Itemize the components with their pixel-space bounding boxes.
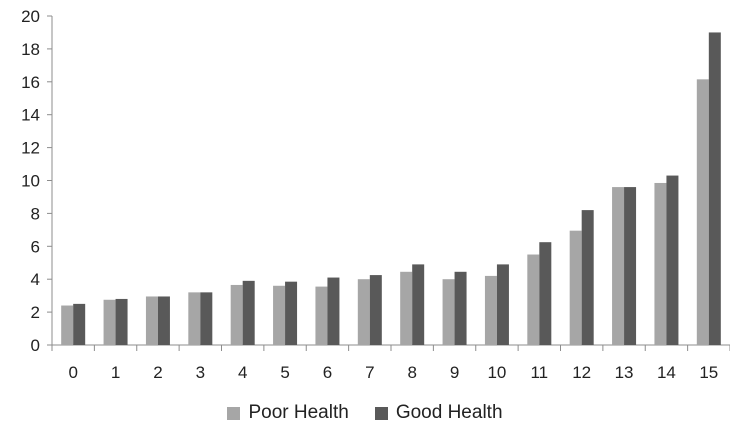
x-tick-label: 6	[323, 363, 332, 382]
y-tick-label: 14	[21, 106, 40, 125]
bar-poor-health	[400, 271, 413, 345]
y-axis: 0 2 4 6 8 10 12 14 16 18 20	[21, 7, 53, 355]
x-tick-label: 7	[365, 363, 374, 382]
bar-good-health	[666, 175, 679, 345]
bar-good-health	[242, 280, 255, 345]
bar-poor-health	[442, 279, 455, 345]
legend-swatch-good-health	[374, 406, 388, 420]
x-tick-label: 14	[657, 363, 676, 382]
y-tick-label: 6	[31, 237, 40, 256]
x-tick-label: 0	[68, 363, 77, 382]
bar-good-health	[454, 271, 467, 345]
bar-good-health	[412, 264, 425, 345]
bar-good-health	[539, 242, 552, 345]
x-tick-label: 5	[280, 363, 289, 382]
bar-good-health	[157, 296, 170, 345]
bar-poor-health	[527, 254, 540, 345]
x-tick-label: 13	[615, 363, 634, 382]
legend-item-good-health: Good Health	[374, 402, 503, 424]
legend-item-poor-health: Poor Health	[227, 402, 349, 424]
x-tick-label: 12	[572, 363, 591, 382]
bar-poor-health	[315, 286, 328, 345]
y-tick-label: 10	[21, 172, 40, 191]
bar-poor-health	[230, 284, 243, 345]
bar-good-health	[369, 275, 382, 345]
x-tick-label: 1	[111, 363, 120, 382]
x-tick-label: 2	[153, 363, 162, 382]
bar-good-health	[624, 187, 637, 345]
y-tick-label: 20	[21, 7, 40, 26]
bar-poor-health	[145, 296, 158, 345]
bar-poor-health	[273, 285, 286, 345]
bar-poor-health	[357, 279, 370, 345]
bar-good-health	[285, 281, 298, 345]
legend: Poor Health Good Health	[0, 402, 730, 424]
bar-good-health	[581, 210, 594, 345]
bar-poor-health	[654, 182, 667, 345]
x-tick-label: 10	[487, 363, 506, 382]
legend-swatch-poor-health	[227, 406, 241, 420]
x-tick-label: 3	[196, 363, 205, 382]
bar-good-health	[73, 303, 86, 345]
bar-poor-health	[696, 79, 709, 346]
bar-good-health	[708, 32, 721, 345]
bar-good-health	[496, 264, 509, 345]
x-axis: 0 1 2 3 4 5 6 7 8 9 10 11 12 13 14 15	[51, 344, 730, 382]
y-tick-label: 4	[31, 270, 40, 289]
x-tick-label: 4	[238, 363, 247, 382]
bar-poor-health	[484, 275, 497, 345]
bars	[61, 32, 721, 346]
bar-poor-health	[188, 292, 201, 345]
bar-poor-health	[569, 230, 582, 345]
y-tick-label: 16	[21, 73, 40, 92]
y-tick-label: 0	[31, 336, 40, 355]
bar-good-health	[327, 277, 340, 345]
y-tick-label: 18	[21, 40, 40, 59]
bar-good-health	[115, 298, 128, 345]
bar-good-health	[200, 292, 213, 345]
x-tick-label: 8	[407, 363, 416, 382]
legend-label-good-health: Good Health	[395, 402, 503, 423]
y-tick-label: 8	[31, 204, 40, 223]
y-tick-label: 2	[31, 303, 40, 322]
x-tick-label: 9	[450, 363, 459, 382]
x-tick-label: 15	[699, 363, 718, 382]
bar-poor-health	[612, 187, 625, 345]
x-tick-label: 11	[530, 363, 548, 382]
legend-label-poor-health: Poor Health	[248, 402, 349, 423]
y-tick-label: 12	[21, 139, 40, 158]
bar-poor-health	[61, 305, 74, 345]
bar-poor-health	[103, 299, 116, 345]
